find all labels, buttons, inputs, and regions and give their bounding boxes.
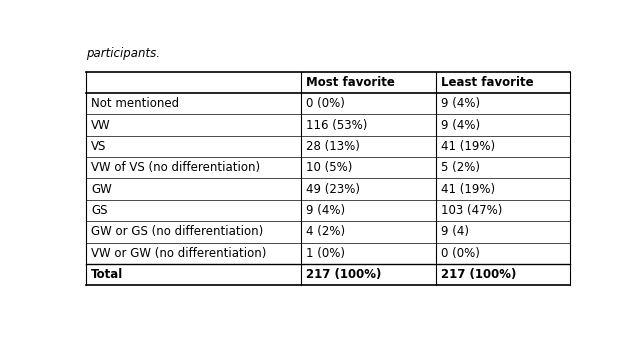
- Text: 0 (0%): 0 (0%): [441, 247, 480, 260]
- Text: 4 (2%): 4 (2%): [307, 225, 346, 238]
- Text: Least favorite: Least favorite: [441, 76, 534, 89]
- Text: Not mentioned: Not mentioned: [91, 97, 179, 110]
- Text: participants.: participants.: [86, 47, 160, 60]
- Text: 103 (47%): 103 (47%): [441, 204, 502, 217]
- Text: 10 (5%): 10 (5%): [307, 161, 353, 174]
- Text: 49 (23%): 49 (23%): [307, 183, 360, 196]
- Text: 217 (100%): 217 (100%): [307, 268, 381, 281]
- Text: 5 (2%): 5 (2%): [441, 161, 480, 174]
- Text: 9 (4%): 9 (4%): [441, 97, 480, 110]
- Text: 41 (19%): 41 (19%): [441, 183, 495, 196]
- Text: VS: VS: [91, 140, 106, 153]
- Text: 9 (4): 9 (4): [441, 225, 469, 238]
- Text: 217 (100%): 217 (100%): [441, 268, 516, 281]
- Text: 0 (0%): 0 (0%): [307, 97, 345, 110]
- Text: Most favorite: Most favorite: [307, 76, 396, 89]
- Text: GS: GS: [91, 204, 108, 217]
- Text: VW of VS (no differentiation): VW of VS (no differentiation): [91, 161, 260, 174]
- Text: 9 (4%): 9 (4%): [441, 119, 480, 131]
- Text: VW or GW (no differentiation): VW or GW (no differentiation): [91, 247, 266, 260]
- Text: GW: GW: [91, 183, 111, 196]
- Text: 116 (53%): 116 (53%): [307, 119, 368, 131]
- Text: Total: Total: [91, 268, 123, 281]
- Text: 1 (0%): 1 (0%): [307, 247, 346, 260]
- Text: VW: VW: [91, 119, 111, 131]
- Text: 9 (4%): 9 (4%): [307, 204, 346, 217]
- Text: GW or GS (no differentiation): GW or GS (no differentiation): [91, 225, 263, 238]
- Text: 28 (13%): 28 (13%): [307, 140, 360, 153]
- Text: 41 (19%): 41 (19%): [441, 140, 495, 153]
